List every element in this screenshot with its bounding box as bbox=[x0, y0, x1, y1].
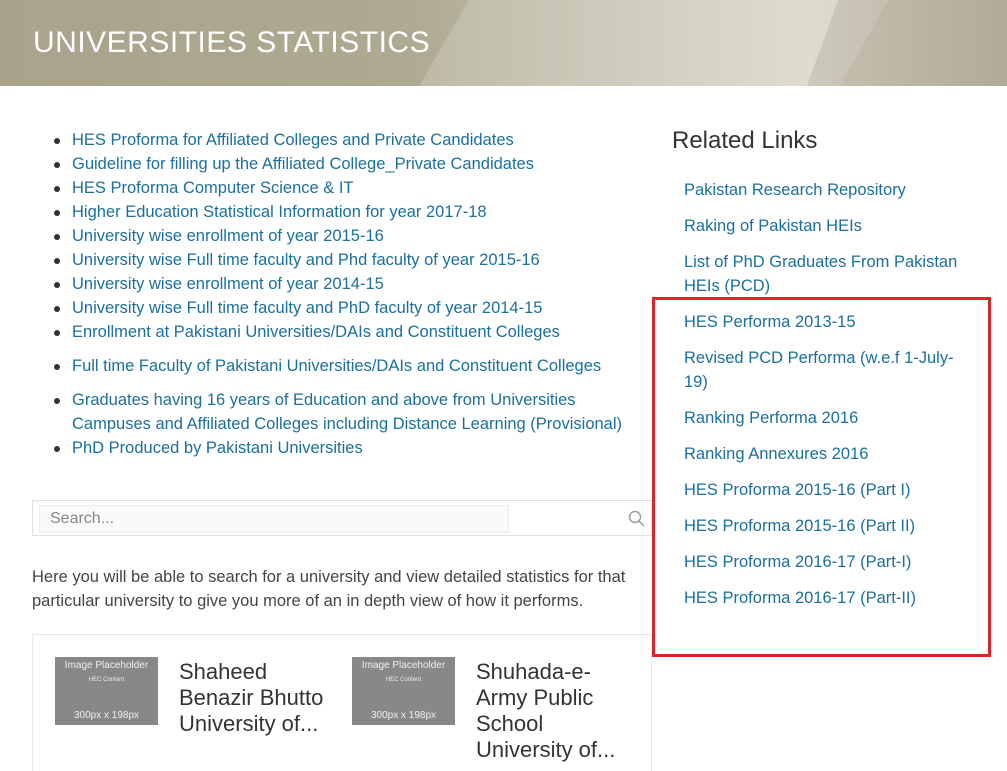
statistics-link[interactable]: University wise enrollment of year 2014-… bbox=[72, 275, 384, 293]
related-link[interactable]: Raking of Pakistan HEIs bbox=[684, 217, 862, 235]
statistics-link[interactable]: Enrollment at Pakistani Universities/DAI… bbox=[72, 323, 560, 341]
thumb-title: Image Placeholder bbox=[361, 660, 446, 671]
related-link[interactable]: Ranking Annexures 2016 bbox=[684, 445, 869, 463]
related-link-item: Pakistan Research Repository bbox=[684, 178, 969, 202]
related-link[interactable]: List of PhD Graduates From Pakistan HEIs… bbox=[684, 253, 958, 295]
statistics-link[interactable]: HES Proforma for Affiliated Colleges and… bbox=[72, 131, 514, 149]
related-link-item: HES Proforma 2015-16 (Part I) bbox=[684, 478, 969, 502]
card-meta: - bbox=[179, 767, 184, 771]
search-icon[interactable] bbox=[627, 509, 647, 529]
related-link-item: HES Proforma 2015-16 (Part II) bbox=[684, 514, 969, 538]
list-item: Graduates having 16 years of Education a… bbox=[52, 388, 642, 436]
thumb-subtitle: HEC Content bbox=[88, 677, 125, 683]
related-link[interactable]: HES Performa 2013-15 bbox=[684, 313, 856, 331]
statistics-link[interactable]: University wise enrollment of year 2015-… bbox=[72, 227, 384, 245]
image-placeholder: Image Placeholder HEC Content 300px x 19… bbox=[55, 657, 158, 725]
related-link[interactable]: HES Proforma 2015-16 (Part I) bbox=[684, 481, 911, 499]
related-link-item: List of PhD Graduates From Pakistan HEIs… bbox=[684, 250, 969, 298]
statistics-link[interactable]: University wise Full time faculty and Ph… bbox=[72, 251, 540, 269]
list-item: University wise enrollment of year 2014-… bbox=[52, 272, 642, 296]
statistics-link[interactable]: HES Proforma Computer Science & IT bbox=[72, 179, 354, 197]
related-link-item: HES Performa 2013-15 bbox=[684, 310, 969, 334]
page-title: UNIVERSITIES STATISTICS bbox=[33, 26, 431, 59]
related-links-heading: Related Links bbox=[672, 127, 818, 154]
list-item: Higher Education Statistical Information… bbox=[52, 200, 642, 224]
statistics-link[interactable]: Higher Education Statistical Information… bbox=[72, 203, 487, 221]
related-links-list: Pakistan Research Repository Raking of P… bbox=[684, 178, 969, 622]
search-bar bbox=[32, 500, 652, 536]
thumb-dimensions: 300px x 198px bbox=[370, 710, 437, 721]
related-link[interactable]: Pakistan Research Repository bbox=[684, 181, 906, 199]
statistics-link[interactable]: PhD Produced by Pakistani Universities bbox=[72, 439, 363, 457]
statistics-link[interactable]: Full time Faculty of Pakistani Universit… bbox=[72, 357, 602, 375]
statistics-link[interactable]: Guideline for filling up the Affiliated … bbox=[72, 155, 534, 173]
list-item: University wise enrollment of year 2015-… bbox=[52, 224, 642, 248]
related-link-item: HES Proforma 2016-17 (Part-I) bbox=[684, 550, 969, 574]
header-banner: UNIVERSITIES STATISTICS bbox=[0, 0, 1007, 86]
list-item: HES Proforma Computer Science & IT bbox=[52, 176, 642, 200]
related-link[interactable]: HES Proforma 2016-17 (Part-I) bbox=[684, 553, 912, 571]
thumb-subtitle: HEC Content bbox=[385, 677, 422, 683]
list-item: Guideline for filling up the Affiliated … bbox=[52, 152, 642, 176]
statistics-link[interactable]: Graduates having 16 years of Education a… bbox=[72, 391, 623, 433]
intro-text: Here you will be able to search for a un… bbox=[32, 568, 626, 610]
related-link-item: Revised PCD Performa (w.e.f 1-July-19) bbox=[684, 346, 969, 394]
list-item: University wise Full time faculty and Ph… bbox=[52, 296, 642, 320]
university-name[interactable]: Shaheed Benazir Bhutto University of... bbox=[179, 659, 324, 736]
university-cards: Image Placeholder HEC Content 300px x 19… bbox=[32, 634, 652, 771]
related-link-item: Ranking Performa 2016 bbox=[684, 406, 969, 430]
statistics-link[interactable]: University wise Full time faculty and Ph… bbox=[72, 299, 543, 317]
list-item: Enrollment at Pakistani Universities/DAI… bbox=[52, 320, 642, 344]
university-name[interactable]: Shuhada-e-Army Public School University … bbox=[476, 659, 616, 762]
list-item: PhD Produced by Pakistani Universities bbox=[52, 436, 642, 460]
related-link-item: HES Proforma 2016-17 (Part-II) bbox=[684, 586, 969, 610]
statistics-link-list: HES Proforma for Affiliated Colleges and… bbox=[52, 128, 642, 460]
image-placeholder: Image Placeholder HEC Content 300px x 19… bbox=[352, 657, 455, 725]
search-input[interactable] bbox=[39, 505, 509, 533]
related-link-item: Raking of Pakistan HEIs bbox=[684, 214, 969, 238]
list-item: University wise Full time faculty and Ph… bbox=[52, 248, 642, 272]
list-item: HES Proforma for Affiliated Colleges and… bbox=[52, 128, 642, 152]
thumb-title: Image Placeholder bbox=[64, 660, 149, 671]
related-link[interactable]: Revised PCD Performa (w.e.f 1-July-19) bbox=[684, 349, 954, 391]
related-link[interactable]: HES Proforma 2016-17 (Part-II) bbox=[684, 589, 916, 607]
list-item: Full time Faculty of Pakistani Universit… bbox=[52, 354, 642, 378]
related-link[interactable]: Ranking Performa 2016 bbox=[684, 409, 859, 427]
thumb-dimensions: 300px x 198px bbox=[73, 710, 140, 721]
related-link-item: Ranking Annexures 2016 bbox=[684, 442, 969, 466]
related-link[interactable]: HES Proforma 2015-16 (Part II) bbox=[684, 517, 916, 535]
